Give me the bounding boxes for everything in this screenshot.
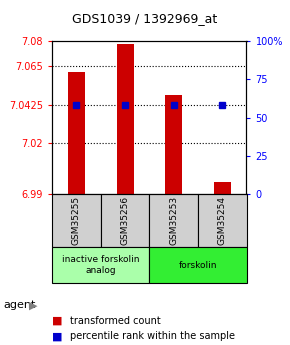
FancyBboxPatch shape — [101, 194, 149, 247]
Text: percentile rank within the sample: percentile rank within the sample — [70, 332, 235, 341]
Text: transformed count: transformed count — [70, 316, 160, 326]
FancyBboxPatch shape — [149, 247, 246, 283]
Bar — [165, 96, 182, 194]
FancyBboxPatch shape — [198, 194, 246, 247]
Text: inactive forskolin
analog: inactive forskolin analog — [62, 256, 139, 275]
Text: GSM35253: GSM35253 — [169, 196, 178, 246]
Bar — [68, 71, 85, 194]
Bar — [117, 44, 134, 194]
Text: GSM35256: GSM35256 — [121, 196, 130, 246]
FancyBboxPatch shape — [149, 194, 198, 247]
Bar — [214, 183, 231, 194]
Text: agent: agent — [3, 300, 35, 310]
Text: forskolin: forskolin — [179, 261, 217, 270]
FancyBboxPatch shape — [52, 247, 149, 283]
Text: GSM35255: GSM35255 — [72, 196, 81, 246]
Text: ▶: ▶ — [29, 300, 37, 310]
Text: ■: ■ — [52, 332, 63, 341]
Text: GSM35254: GSM35254 — [218, 196, 227, 245]
Text: ■: ■ — [52, 316, 63, 326]
Text: GDS1039 / 1392969_at: GDS1039 / 1392969_at — [72, 12, 218, 25]
FancyBboxPatch shape — [52, 194, 101, 247]
